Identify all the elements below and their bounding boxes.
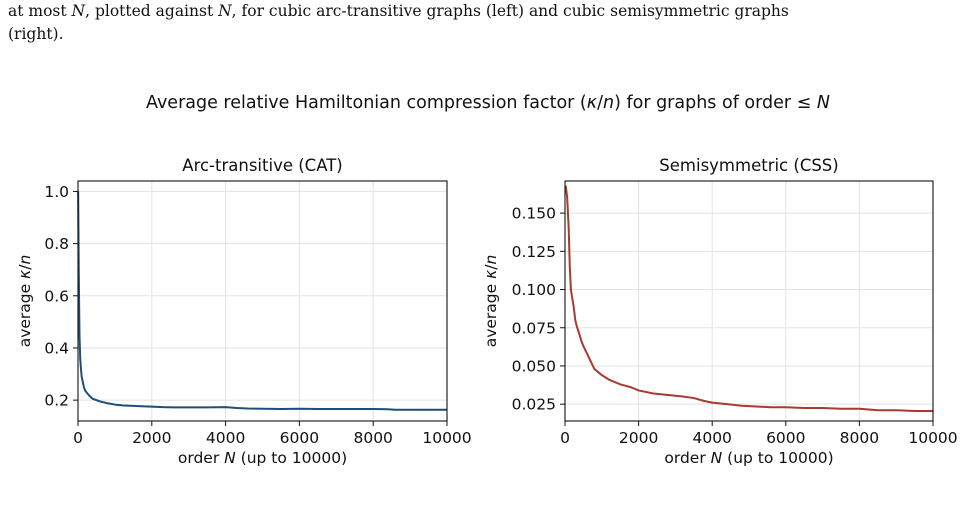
y-tick-label: 0.125 — [512, 243, 556, 261]
x-tick-label: 2000 — [619, 429, 658, 447]
panel-arc-transitive: 0 2000 4000 6000 8000 10000 0.2 0.4 0.6 0.8 1.0 Arc… — [16, 156, 472, 467]
x-tick-label: 4000 — [206, 429, 245, 447]
x-tick-label: 4000 — [692, 429, 731, 447]
y-tick-label: 1.0 — [44, 183, 69, 201]
caption-line-1: at most N, plotted against N, for cubic … — [8, 2, 789, 20]
y-axis-label: average κ/n — [482, 255, 500, 348]
y-tick-label: 0.050 — [512, 357, 556, 375]
y-tick-label: 0.150 — [512, 205, 556, 223]
y-tick-label: 0.8 — [44, 235, 69, 253]
x-tick-label: 0 — [560, 429, 570, 447]
panel-title: Arc-transitive (CAT) — [182, 156, 342, 175]
x-tick-label: 2000 — [132, 429, 171, 447]
figure-suptitle: Average relative Hamiltonian compression… — [146, 93, 830, 113]
y-tick-label: 0.100 — [512, 281, 556, 299]
axes-frame — [77, 180, 448, 422]
x-tick-label: 10000 — [908, 429, 957, 447]
x-tick-label: 6000 — [280, 429, 319, 447]
axes-frame — [564, 180, 934, 422]
y-tick-label: 0.2 — [44, 392, 69, 410]
y-tick-label: 0.025 — [512, 396, 556, 414]
y-tick-label: 0.4 — [44, 339, 69, 357]
x-axis-label: order N (up to 10000) — [178, 449, 347, 467]
x-tick-label: 6000 — [766, 429, 805, 447]
y-tick-label: 0.075 — [512, 319, 556, 337]
x-tick-label: 0 — [73, 429, 83, 447]
series-line — [564, 185, 933, 413]
x-axis-label: order N (up to 10000) — [664, 449, 833, 467]
x-tick-label: 8000 — [840, 429, 879, 447]
x-tick-label: 8000 — [353, 429, 392, 447]
y-tick-label: 0.6 — [44, 287, 69, 305]
y-axis-label: average κ/n — [16, 255, 34, 348]
series-line — [77, 191, 447, 411]
x-tick-label: 10000 — [422, 429, 471, 447]
panel-title: Semisymmetric (CSS) — [659, 156, 838, 175]
caption-line-2: (right). — [8, 25, 64, 43]
panel-semisymmetric: 0 2000 4000 6000 8000 10000 0.025 0.050 0.075 0.1… — [482, 156, 958, 467]
